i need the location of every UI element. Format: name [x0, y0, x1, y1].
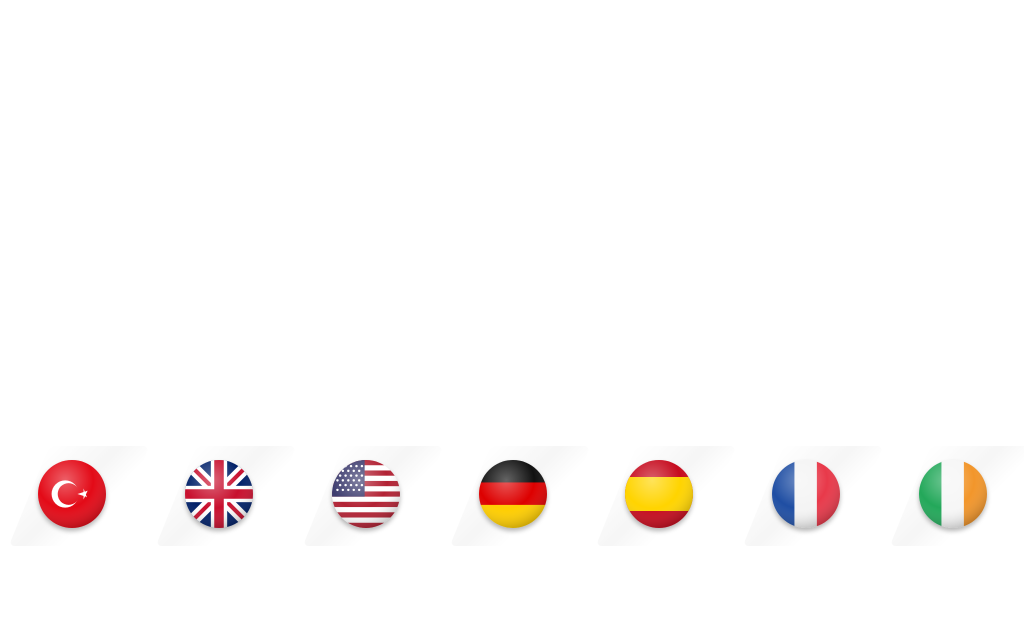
germany-flag-icon[interactable]: [479, 460, 547, 528]
language-option-es: [595, 440, 737, 550]
united-states-flag-icon[interactable]: [332, 460, 400, 528]
united-kingdom-flag-icon[interactable]: [185, 460, 253, 528]
turkey-flag-icon[interactable]: [38, 460, 106, 528]
language-selector: [0, 440, 1024, 550]
language-option-ie: [889, 440, 1024, 550]
language-option-gb: [155, 440, 297, 550]
france-flag-icon[interactable]: [772, 460, 840, 528]
language-option-us: [302, 440, 444, 550]
language-option-fr: [742, 440, 884, 550]
ireland-flag-icon[interactable]: [919, 460, 987, 528]
language-option-de: [449, 440, 591, 550]
language-option-tr: [8, 440, 150, 550]
spain-flag-icon[interactable]: [625, 460, 693, 528]
